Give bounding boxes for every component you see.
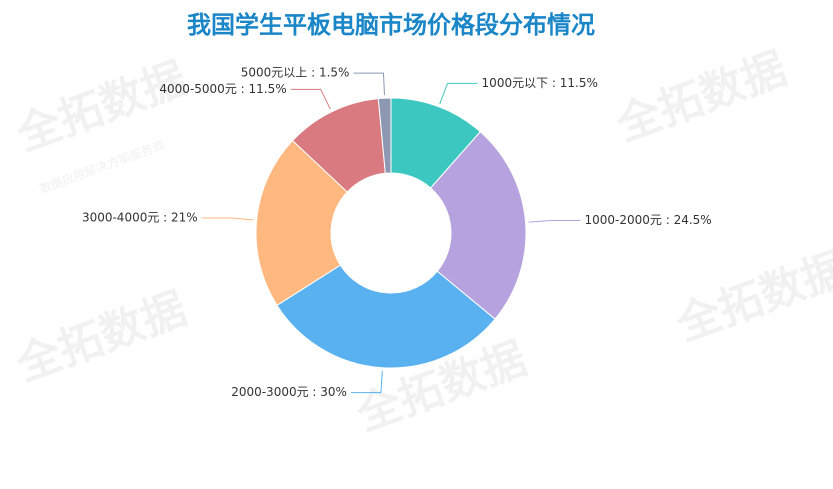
watermark: 全拓数据 [669, 243, 833, 351]
data-label: 4000-5000元 : 11.5% [159, 82, 286, 96]
leader-line [290, 88, 331, 110]
leader-line [350, 370, 383, 394]
data-label: 3000-4000元 : 21% [82, 210, 198, 224]
chart-title: 我国学生平板电脑市场价格段分布情况 [187, 11, 595, 39]
leader-line [201, 217, 254, 221]
watermark: 全拓数据 [9, 283, 193, 391]
watermark: 全拓数据 [9, 53, 193, 161]
data-label: 2000-3000元 : 30% [231, 385, 347, 399]
slice [429, 131, 527, 320]
slice [276, 264, 496, 369]
slice [255, 139, 348, 307]
leader-line [528, 219, 581, 223]
leader-line [353, 72, 385, 96]
watermark: 全拓数据 [609, 43, 793, 151]
leader-line [439, 82, 478, 105]
data-label: 1000元以下 : 11.5% [482, 76, 598, 90]
slice [377, 97, 392, 174]
data-label: 5000元以上 : 1.5% [241, 66, 350, 80]
data-label: 1000-2000元 : 24.5% [585, 213, 712, 227]
